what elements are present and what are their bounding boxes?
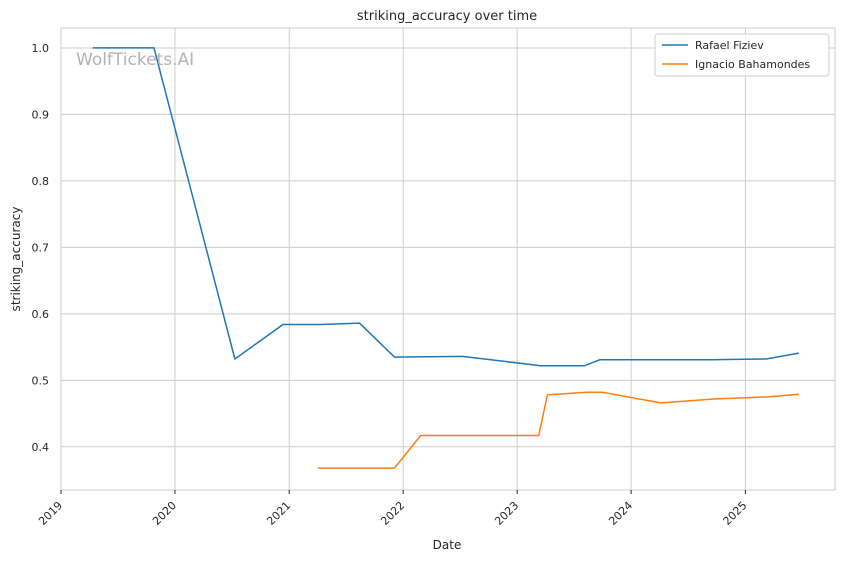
y-tick-label: 0.6	[32, 308, 50, 321]
y-tick-label: 0.7	[32, 241, 50, 254]
y-axis-label: striking_accuracy	[9, 207, 23, 312]
legend-label-0: Rafael Fiziev	[695, 39, 764, 52]
y-axis-ticks: 0.4 0.5 0.6 0.7 0.8 0.9 1.0	[32, 42, 50, 454]
x-tick-label: 2024	[606, 499, 635, 528]
grid-lines	[60, 28, 835, 490]
x-axis-label: Date	[433, 538, 462, 552]
x-tick-label: 2025	[721, 499, 750, 528]
y-tick-label: 0.8	[32, 175, 50, 188]
chart-title: striking_accuracy over time	[357, 9, 537, 24]
legend-box	[654, 33, 830, 77]
legend-label-1: Ignacio Bahamondes	[695, 58, 810, 71]
legend: Rafael Fiziev Ignacio Bahamondes	[654, 33, 830, 77]
watermark: WolfTickets.AI	[76, 50, 194, 70]
x-tick-label: 2020	[150, 499, 179, 528]
plot-frame	[60, 27, 836, 491]
series-line-0	[92, 47, 799, 367]
y-tick-label: 1.0	[32, 42, 50, 55]
y-tick-label: 0.4	[32, 441, 50, 454]
x-axis-ticks: 2019 2020 2021 2022 2023 2024 2025	[36, 490, 750, 528]
y-tick-label: 0.5	[32, 374, 50, 387]
x-tick-label: 2022	[378, 499, 407, 528]
x-tick-label: 2023	[492, 499, 521, 528]
series-line-1	[318, 391, 799, 469]
series-lines	[92, 47, 799, 469]
y-tick-label: 0.9	[32, 108, 50, 121]
x-tick-label: 2019	[36, 499, 65, 528]
x-tick-label: 2021	[264, 499, 293, 528]
